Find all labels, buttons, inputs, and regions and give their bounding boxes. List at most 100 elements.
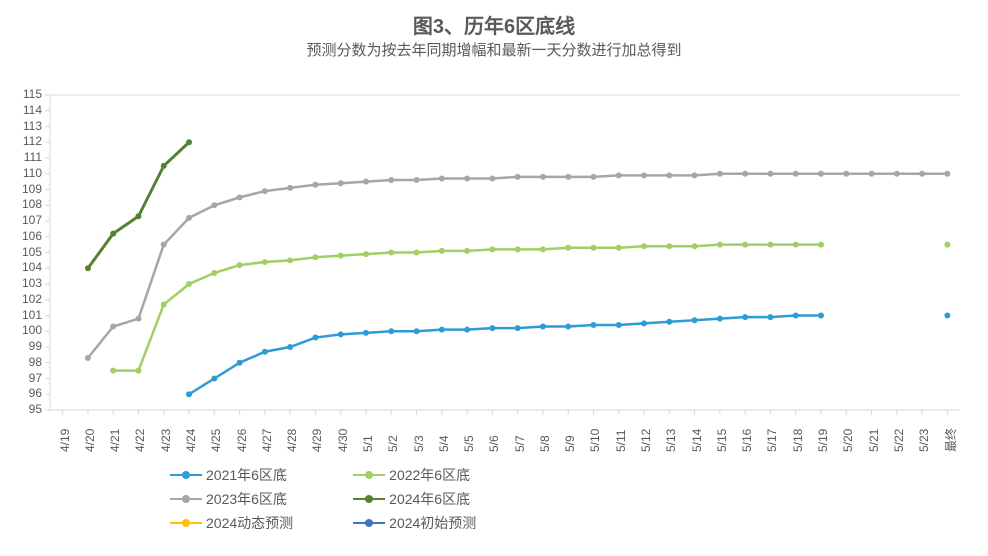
series-marker <box>135 213 141 219</box>
y-tick-label: 99 <box>12 339 42 353</box>
series-marker <box>565 324 571 330</box>
y-tick-label: 109 <box>12 182 42 196</box>
legend-label: 2022年6区底 <box>389 465 470 485</box>
x-tick-label: 5/6 <box>487 435 501 452</box>
series-marker <box>692 317 698 323</box>
series-marker <box>85 355 91 361</box>
legend-swatch <box>353 493 385 505</box>
series-marker <box>237 360 243 366</box>
legend-item: 2024初始预测 <box>353 513 476 533</box>
series-marker <box>85 265 91 271</box>
series-marker <box>666 172 672 178</box>
y-tick-label: 112 <box>12 134 42 148</box>
y-tick-label: 115 <box>12 87 42 101</box>
series-marker <box>843 171 849 177</box>
x-tick-label: 4/30 <box>336 429 350 452</box>
series-marker <box>388 250 394 256</box>
x-tick-label: 5/11 <box>614 430 628 452</box>
chart-container: 图3、历年6区底线 预测分数为按去年同期增幅和最新一天分数进行加总得到 9596… <box>0 0 988 556</box>
series-marker <box>414 250 420 256</box>
y-tick-label: 105 <box>12 245 42 259</box>
series-marker <box>641 172 647 178</box>
series-marker <box>338 180 344 186</box>
x-tick-label: 5/5 <box>462 435 476 452</box>
x-tick-label: 5/7 <box>513 435 527 452</box>
y-tick-label: 101 <box>12 308 42 322</box>
series-marker <box>439 327 445 333</box>
y-tick-label: 96 <box>12 386 42 400</box>
series-marker <box>262 259 268 265</box>
y-tick-label: 97 <box>12 371 42 385</box>
x-tick-label: 5/13 <box>664 429 678 452</box>
series-marker <box>616 172 622 178</box>
y-tick-label: 104 <box>12 260 42 274</box>
legend-label: 2024年6区底 <box>389 489 470 509</box>
x-tick-label: 最终 <box>942 428 959 452</box>
legend-swatch <box>170 493 202 505</box>
series-marker <box>692 243 698 249</box>
series-marker <box>717 171 723 177</box>
series-marker <box>237 194 243 200</box>
x-tick-label: 5/8 <box>538 435 552 452</box>
series-marker <box>287 185 293 191</box>
series-marker <box>692 172 698 178</box>
y-tick-label: 114 <box>12 103 42 117</box>
series-marker <box>161 301 167 307</box>
x-tick-label: 5/4 <box>437 435 451 452</box>
legend-item: 2024动态预测 <box>170 513 293 533</box>
series-marker <box>414 328 420 334</box>
legend-swatch <box>353 469 385 481</box>
series-marker <box>388 328 394 334</box>
series-marker <box>818 242 824 248</box>
series-marker <box>363 330 369 336</box>
series-marker <box>944 171 950 177</box>
x-tick-label: 5/20 <box>841 429 855 452</box>
series-marker <box>489 175 495 181</box>
y-tick-label: 108 <box>12 197 42 211</box>
series-line <box>88 142 189 268</box>
x-tick-label: 4/22 <box>133 429 147 452</box>
series-marker <box>742 242 748 248</box>
series-marker <box>818 313 824 319</box>
series-marker <box>515 325 521 331</box>
series-marker <box>312 254 318 260</box>
series-marker <box>439 175 445 181</box>
series-marker <box>312 182 318 188</box>
series-marker <box>338 331 344 337</box>
y-tick-label: 106 <box>12 229 42 243</box>
series-marker <box>262 349 268 355</box>
series-marker <box>944 242 950 248</box>
series-marker <box>110 231 116 237</box>
series-marker <box>388 177 394 183</box>
series-marker <box>540 246 546 252</box>
legend-label: 2021年6区底 <box>206 465 287 485</box>
chart-title: 图3、历年6区底线 <box>0 0 988 39</box>
x-tick-label: 5/3 <box>412 435 426 452</box>
series-marker <box>135 368 141 374</box>
series-marker <box>793 171 799 177</box>
series-marker <box>919 171 925 177</box>
series-marker <box>464 327 470 333</box>
x-tick-label: 4/21 <box>108 429 122 452</box>
y-tick-label: 98 <box>12 355 42 369</box>
y-tick-label: 103 <box>12 276 42 290</box>
y-tick-label: 102 <box>12 292 42 306</box>
series-marker <box>515 174 521 180</box>
x-tick-label: 5/15 <box>715 429 729 452</box>
series-marker <box>489 325 495 331</box>
series-marker <box>186 281 192 287</box>
series-marker <box>641 243 647 249</box>
x-tick-label: 5/16 <box>740 429 754 452</box>
x-tick-label: 4/24 <box>184 429 198 452</box>
series-line <box>189 316 821 395</box>
legend-item: 2024年6区底 <box>353 489 476 509</box>
series-marker <box>742 171 748 177</box>
series-marker <box>439 248 445 254</box>
y-tick-label: 100 <box>12 323 42 337</box>
series-marker <box>464 175 470 181</box>
x-tick-label: 5/1 <box>361 435 375 452</box>
series-marker <box>717 316 723 322</box>
x-tick-label: 5/10 <box>588 429 602 452</box>
x-tick-label: 5/2 <box>386 435 400 452</box>
series-marker <box>414 177 420 183</box>
